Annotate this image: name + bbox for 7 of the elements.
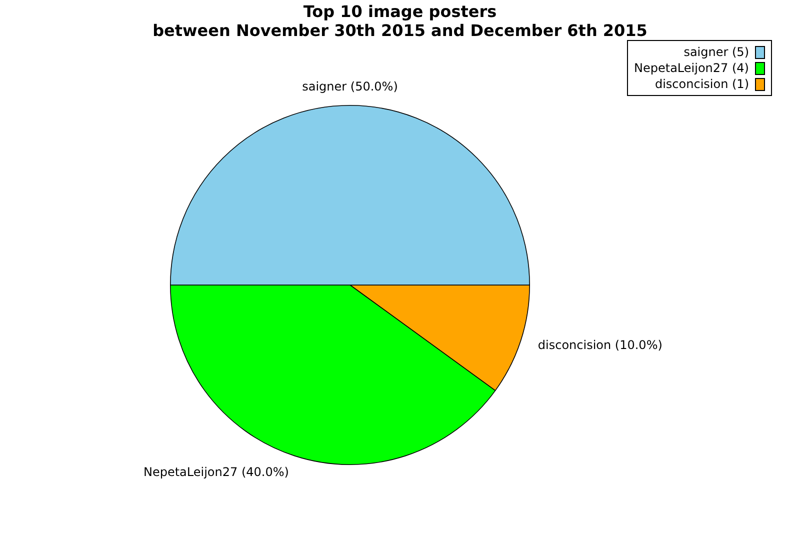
data-label: NepetaLeijon27 (40.0%)	[143, 465, 289, 480]
chart-title: Top 10 image posters between November 30th 2015 and December 6th 2015	[152, 2, 648, 40]
data-label: saigner (50.0%)	[302, 80, 398, 94]
legend-label: NepetaLeijon27 (4)	[634, 60, 749, 76]
legend-label: saigner (5)	[684, 44, 749, 60]
legend-label: disconcision (1)	[654, 76, 749, 92]
data-label: disconcision (10.0%)	[538, 338, 662, 352]
